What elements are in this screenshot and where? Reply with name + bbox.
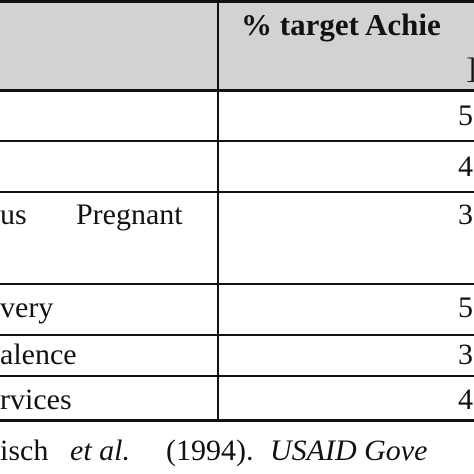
- table-bottom-rule: [0, 419, 474, 422]
- row-6-label: rvices: [0, 383, 72, 416]
- row-2-value: 4: [458, 150, 473, 183]
- row-divider-4: [0, 334, 474, 336]
- header-subheader-fragment: ]: [466, 52, 474, 86]
- column-divider: [217, 0, 219, 422]
- row-4-label: very: [0, 291, 54, 324]
- row-4-value: 5: [458, 291, 473, 324]
- row-6-value: 4: [458, 383, 473, 416]
- row-divider-2: [0, 191, 474, 193]
- row-divider-5: [0, 375, 474, 377]
- citation-author: isch: [0, 434, 49, 467]
- row-1-value: 5: [458, 99, 473, 132]
- table-source-citation: isch et al. (1994). USAID Gove: [0, 430, 474, 474]
- row-3-value: 3: [458, 198, 473, 231]
- data-table: % target Achie ] 5 4 us Pregnant 3 very …: [0, 0, 474, 422]
- header-bottom-rule: [0, 89, 474, 92]
- header-target-achieved: % target Achie: [241, 7, 441, 42]
- row-5-value: 3: [458, 338, 473, 371]
- table-header-row: % target Achie ]: [0, 0, 474, 90]
- row-divider-1: [0, 140, 474, 142]
- row-3-label-left: us: [0, 198, 27, 231]
- citation-source-title: USAID Gove: [270, 434, 428, 467]
- row-3-label-right: Pregnant: [76, 198, 183, 231]
- row-5-label: alence: [0, 338, 77, 371]
- row-divider-3: [0, 283, 474, 285]
- table-top-rule: [0, 0, 474, 3]
- citation-et-al: et al.: [70, 434, 130, 467]
- citation-year: (1994).: [166, 434, 254, 467]
